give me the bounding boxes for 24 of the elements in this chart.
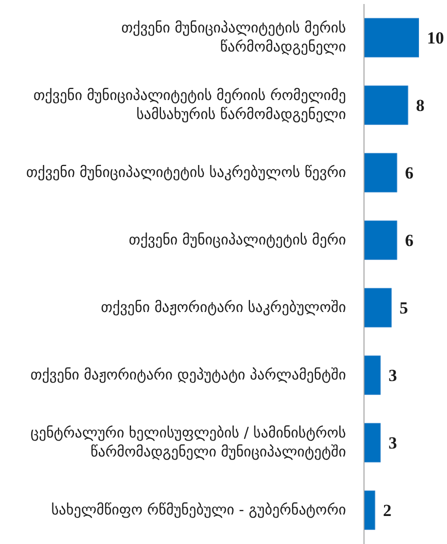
y-tick-label: თქვენი მაჟორიტარი დეპუტატი პარლამენტში	[30, 366, 346, 384]
bar	[364, 18, 419, 58]
y-tick-label: თქვენი მაჟორიტარი საკრებულოში	[100, 298, 346, 316]
y-tick-label: თქვენი მუნიციპალიტეტის მერიის რომელიმე სამსახურის წარმომადგენელი	[33, 86, 346, 123]
bar	[364, 152, 398, 192]
bar	[364, 355, 381, 395]
data-label: 3	[388, 434, 397, 453]
y-tick-label: თქვენი მუნიციპალიტეტის მერის წარმომადგენელი	[121, 19, 346, 56]
data-label: 6	[405, 164, 414, 183]
bar	[364, 220, 398, 260]
y-tick-label: სახელმწიფო რწმუნებული - გუბერნატორი	[51, 501, 346, 518]
y-tick-label: ცენტრალური ხელისუფლების / სამინისტროს წარმომადგენელი მუნიციპალიტეტში	[30, 424, 346, 460]
bar	[364, 422, 381, 462]
bar	[364, 490, 376, 530]
y-tick-label: თქვენი მუნიციპალიტეტის მერი	[128, 231, 346, 248]
data-label: 8	[416, 96, 424, 116]
data-label: 3	[388, 366, 397, 386]
y-tick-label: თქვენი მუნიციპალიტეტის საკრებულოს წევრი	[26, 164, 346, 181]
bar	[364, 85, 408, 125]
data-label: 6	[405, 231, 414, 250]
data-label: 5	[400, 298, 408, 318]
data-label: 2	[383, 501, 392, 520]
data-label: 10	[427, 28, 444, 48]
bar	[364, 288, 392, 328]
